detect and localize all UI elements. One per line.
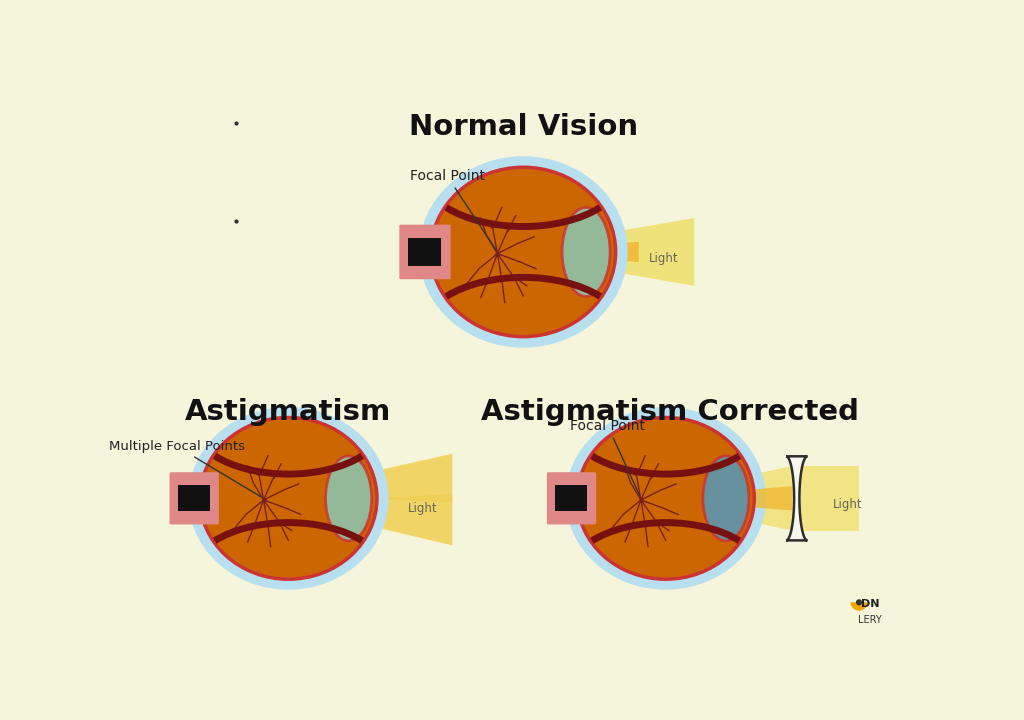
Ellipse shape [326, 456, 372, 541]
Text: Light: Light [649, 252, 679, 265]
Polygon shape [263, 495, 453, 545]
Text: LERY: LERY [858, 615, 882, 625]
Ellipse shape [565, 407, 766, 590]
Text: Astigmatism Corrected: Astigmatism Corrected [480, 398, 858, 426]
Ellipse shape [200, 418, 377, 579]
Bar [178, 485, 210, 511]
Text: Focal Point: Focal Point [570, 418, 645, 496]
Polygon shape [263, 454, 453, 545]
Ellipse shape [188, 407, 388, 590]
FancyBboxPatch shape [547, 472, 596, 524]
Polygon shape [641, 466, 793, 531]
Polygon shape [641, 486, 793, 510]
Ellipse shape [419, 156, 628, 348]
Polygon shape [786, 456, 807, 541]
Text: Astigmatism: Astigmatism [185, 398, 391, 426]
Ellipse shape [431, 167, 615, 337]
Bar [555, 485, 587, 511]
Text: Normal Vision: Normal Vision [409, 113, 638, 141]
Text: Light: Light [833, 498, 862, 511]
Circle shape [856, 599, 862, 606]
Wedge shape [851, 603, 867, 611]
Text: Focal Point: Focal Point [410, 169, 496, 250]
Ellipse shape [702, 456, 749, 541]
Text: Light: Light [409, 502, 438, 515]
Text: Multiple Focal Points: Multiple Focal Points [109, 440, 261, 497]
Ellipse shape [578, 418, 755, 579]
FancyBboxPatch shape [399, 225, 451, 279]
Text: DN: DN [860, 599, 879, 609]
Bar [409, 238, 441, 266]
FancyBboxPatch shape [170, 472, 219, 524]
Polygon shape [498, 218, 694, 286]
Ellipse shape [562, 207, 610, 297]
Polygon shape [498, 242, 639, 262]
Polygon shape [263, 454, 453, 503]
Polygon shape [801, 466, 859, 531]
